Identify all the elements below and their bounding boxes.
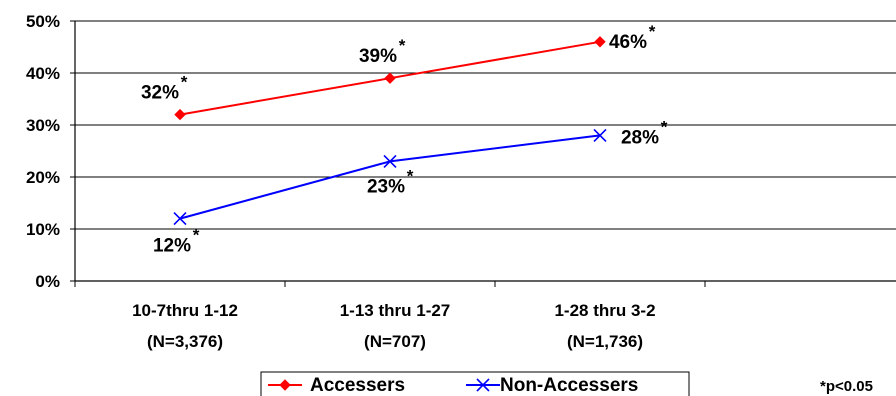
data-point bbox=[593, 128, 607, 142]
significance-mark: * bbox=[193, 226, 200, 245]
y-tick-label: 20% bbox=[26, 168, 60, 187]
series-non-accessers: 12%*23%*28%* bbox=[153, 117, 668, 256]
data-label: 12% bbox=[153, 236, 191, 257]
x-tick-sublabel: (N=3,376) bbox=[147, 332, 223, 351]
x-tick-label: 1-28 thru 3-2 bbox=[554, 301, 655, 320]
legend-item-accessers: Accessers bbox=[268, 375, 405, 396]
y-tick-label: 40% bbox=[26, 64, 60, 83]
significance-mark: * bbox=[399, 36, 406, 55]
data-label: 46% bbox=[609, 32, 647, 53]
legend-swatch-marker bbox=[279, 379, 291, 391]
y-tick-label: 0% bbox=[35, 272, 60, 291]
series-group: 32%*39%* 46%*12%*23%*28%* bbox=[141, 22, 668, 257]
y-axis-tick-labels: 0% 10% 20% 30% 40% 50% bbox=[26, 12, 60, 291]
y-tick-label: 30% bbox=[26, 116, 60, 135]
legend: Accessers Non-Accessers bbox=[260, 371, 690, 396]
data-point bbox=[594, 36, 606, 48]
data-label: 28% bbox=[621, 127, 659, 148]
legend-label: Non-Accessers bbox=[500, 375, 638, 396]
y-tick-label: 10% bbox=[26, 220, 60, 239]
x-tick-sublabel: (N=707) bbox=[364, 332, 426, 351]
axes bbox=[70, 20, 896, 287]
significance-mark: * bbox=[649, 22, 656, 41]
x-tick-sublabel: (N=1,736) bbox=[567, 332, 643, 351]
data-point bbox=[383, 154, 397, 168]
legend-item-non-accessers: Non-Accessers bbox=[466, 375, 638, 396]
data-label: 32% bbox=[141, 83, 179, 104]
legend-label: Accessers bbox=[310, 375, 405, 396]
y-tick-label: 50% bbox=[26, 12, 60, 31]
series-accessers: 32%*39%* 46%* bbox=[141, 22, 656, 121]
data-point bbox=[174, 108, 186, 121]
x-axis-tick-labels: 10-7thru 1-12 (N=3,376) 1-13 thru 1-27 (N=7… bbox=[132, 301, 655, 351]
significance-mark: * bbox=[661, 117, 668, 136]
data-point-stroke-b bbox=[173, 212, 187, 226]
significance-mark: * bbox=[181, 73, 188, 92]
x-tick-label: 1-13 thru 1-27 bbox=[340, 301, 451, 320]
data-point-stroke-b bbox=[593, 128, 607, 142]
data-label: 23% bbox=[367, 176, 405, 197]
significance-mark: * bbox=[407, 166, 414, 185]
gridlines bbox=[75, 20, 896, 230]
legend-swatch-marker bbox=[476, 378, 490, 392]
x-tick-label: 10-7thru 1-12 bbox=[132, 301, 238, 320]
data-point bbox=[173, 212, 187, 226]
footnote: *p<0.05 bbox=[820, 378, 873, 395]
legend-swatch-marker-stroke-b bbox=[476, 378, 490, 392]
data-point bbox=[384, 72, 396, 84]
data-point-stroke-b bbox=[383, 154, 397, 168]
data-label: 39% bbox=[359, 46, 397, 67]
